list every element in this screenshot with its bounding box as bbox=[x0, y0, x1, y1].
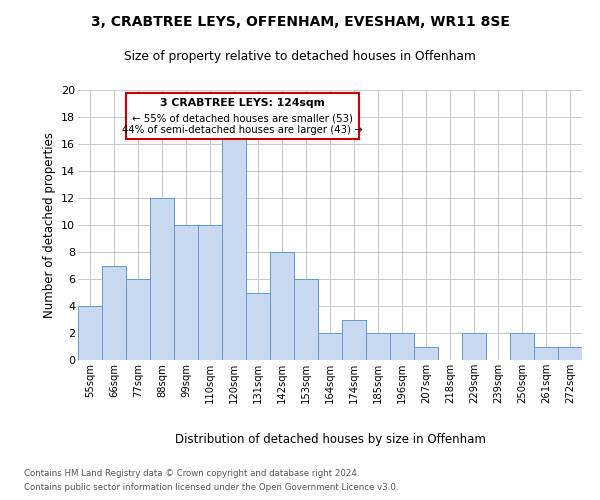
Bar bbox=[342, 320, 366, 360]
Bar bbox=[534, 346, 558, 360]
Text: 44% of semi-detached houses are larger (43) →: 44% of semi-detached houses are larger (… bbox=[122, 124, 363, 134]
Bar bbox=[390, 333, 414, 360]
Text: Size of property relative to detached houses in Offenham: Size of property relative to detached ho… bbox=[124, 50, 476, 63]
Text: 3, CRABTREE LEYS, OFFENHAM, EVESHAM, WR11 8SE: 3, CRABTREE LEYS, OFFENHAM, EVESHAM, WR1… bbox=[91, 15, 509, 29]
Bar bbox=[414, 346, 438, 360]
Bar bbox=[366, 333, 390, 360]
Bar bbox=[222, 130, 246, 360]
Bar bbox=[270, 252, 294, 360]
Bar bbox=[126, 279, 150, 360]
Bar bbox=[174, 225, 198, 360]
Bar bbox=[150, 198, 174, 360]
Bar bbox=[462, 333, 486, 360]
Y-axis label: Number of detached properties: Number of detached properties bbox=[43, 132, 56, 318]
Bar bbox=[294, 279, 318, 360]
Bar bbox=[558, 346, 582, 360]
Bar bbox=[318, 333, 342, 360]
Bar bbox=[198, 225, 222, 360]
Text: Contains public sector information licensed under the Open Government Licence v3: Contains public sector information licen… bbox=[24, 484, 398, 492]
Bar bbox=[246, 292, 270, 360]
Text: Contains HM Land Registry data © Crown copyright and database right 2024.: Contains HM Land Registry data © Crown c… bbox=[24, 468, 359, 477]
Bar bbox=[510, 333, 534, 360]
Text: 3 CRABTREE LEYS: 124sqm: 3 CRABTREE LEYS: 124sqm bbox=[160, 98, 325, 108]
Text: ← 55% of detached houses are smaller (53): ← 55% of detached houses are smaller (53… bbox=[132, 114, 353, 124]
FancyBboxPatch shape bbox=[126, 92, 359, 138]
Bar bbox=[102, 266, 126, 360]
Bar bbox=[78, 306, 102, 360]
Text: Distribution of detached houses by size in Offenham: Distribution of detached houses by size … bbox=[175, 432, 485, 446]
